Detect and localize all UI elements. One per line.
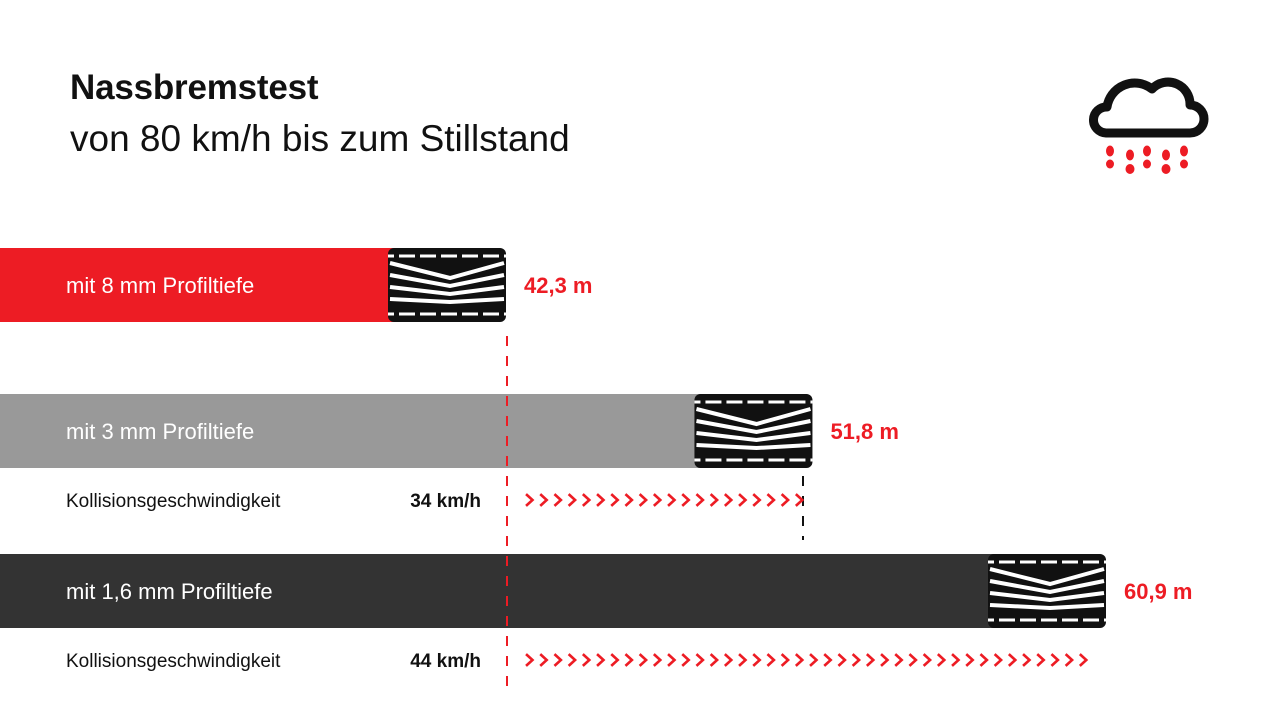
value-label-3: 60,9 m <box>1124 579 1193 604</box>
tire-tread-icon <box>978 554 1118 628</box>
bar-1 <box>0 248 447 322</box>
value-label-1: 42,3 m <box>524 273 593 298</box>
bar-3 <box>0 554 1047 628</box>
chevron-right-icon <box>525 493 805 507</box>
collision-speed-3: 44 km/h <box>410 651 481 672</box>
collision-speed-2: 34 km/h <box>410 491 481 512</box>
collision-label-3: Kollisionsgeschwindigkeit <box>66 651 281 672</box>
value-label-2: 51,8 m <box>830 419 899 444</box>
bar-label-1: mit 8 mm Profiltiefe <box>66 273 254 298</box>
bar-label-2: mit 3 mm Profiltiefe <box>66 419 254 444</box>
tire-tread-icon <box>378 248 518 322</box>
chevron-right-icon <box>525 653 1089 667</box>
bar-2 <box>0 394 754 468</box>
rain-cloud-icon <box>1089 77 1209 174</box>
bar-label-3: mit 1,6 mm Profiltiefe <box>66 579 273 604</box>
collision-label-2: Kollisionsgeschwindigkeit <box>66 491 281 512</box>
page-title: Nassbremstest <box>70 68 319 107</box>
tire-tread-icon <box>684 394 824 468</box>
page-subtitle: von 80 km/h bis zum Stillstand <box>70 118 570 159</box>
